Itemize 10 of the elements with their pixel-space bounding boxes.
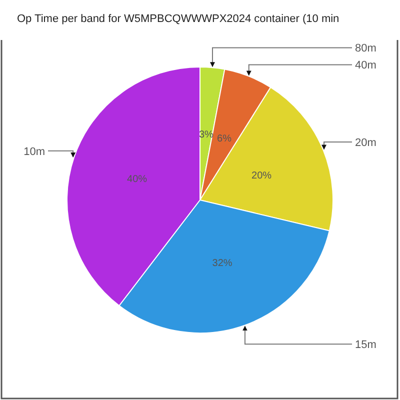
- chart-title: Op Time per band for W5MPBCQWWWPX2024 container (10 min: [17, 13, 340, 25]
- slice-label: 80m: [355, 42, 376, 55]
- slice-label: 20m: [355, 136, 376, 149]
- slice-label: 15m: [355, 338, 376, 351]
- slice-label: 40m: [355, 60, 376, 72]
- data-label: 20%: [252, 170, 272, 182]
- slice-label: 10m: [24, 146, 45, 158]
- data-label: 6%: [217, 134, 232, 145]
- data-label: 32%: [212, 258, 232, 270]
- data-label: 40%: [127, 174, 148, 186]
